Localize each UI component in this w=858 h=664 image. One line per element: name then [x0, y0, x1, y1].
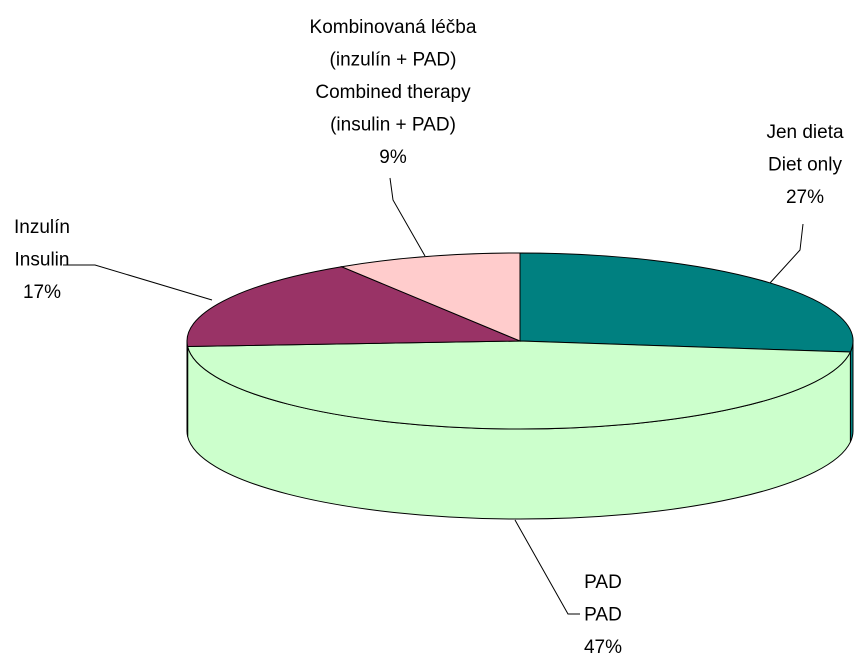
value-label: 17%	[23, 282, 61, 303]
slice-label: Inzulín	[14, 217, 70, 238]
leader-line	[63, 264, 213, 301]
slice-label: PAD	[584, 605, 622, 626]
value-label: 27%	[786, 187, 824, 208]
slice	[339, 252, 521, 342]
slice	[187, 340, 852, 430]
slice-label: (inzulín + PAD)	[330, 50, 457, 71]
slice-label: Diet only	[768, 155, 842, 176]
slice-side	[186, 340, 189, 437]
slice-label: (insulin + PAD)	[330, 115, 456, 136]
slice	[186, 266, 521, 348]
slice-label: Insulin	[15, 250, 70, 271]
value-label: 47%	[584, 637, 622, 658]
leader-line	[389, 177, 426, 257]
slice-label: Jen dieta	[766, 122, 844, 143]
slice-label: Kombinovaná léčba	[310, 17, 477, 38]
slice-label: PAD	[584, 572, 622, 593]
leader-line	[769, 223, 804, 284]
slice	[519, 252, 854, 353]
value-label: 9%	[379, 147, 407, 168]
slice-label: Combined therapy	[315, 82, 471, 103]
leader-line	[514, 519, 580, 615]
